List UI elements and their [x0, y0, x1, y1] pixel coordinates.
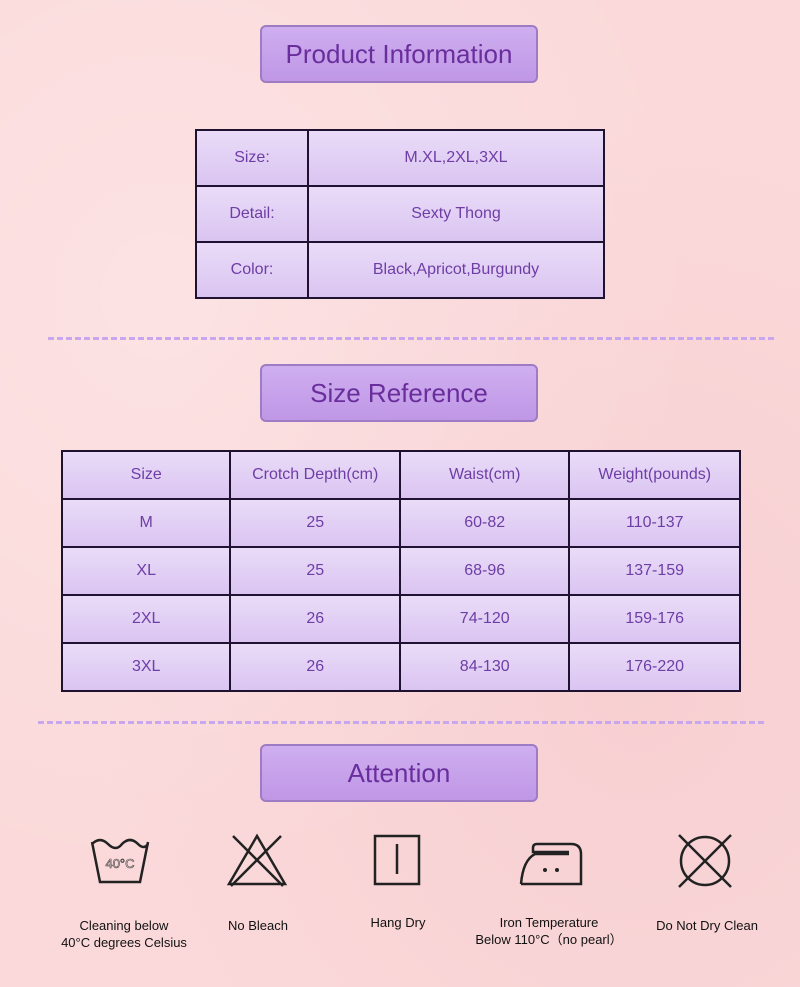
- table-row: Size: M.XL,2XL,3XL: [195, 129, 605, 187]
- iron-label: Iron Temperature Below 110°C（no pearl）: [464, 914, 634, 948]
- table-row: 3XL 26 84-130 176-220: [60, 642, 741, 692]
- column-header: Waist(cm): [398, 450, 571, 500]
- table-row: M 25 60-82 110-137: [60, 498, 741, 548]
- no-bleach-label: No Bleach: [173, 917, 343, 934]
- table-header-row: Size Crotch Depth(cm) Waist(cm) Weight(p…: [60, 450, 741, 500]
- table-row: Color: Black,Apricot,Burgundy: [195, 241, 605, 299]
- no-dry-clean-icon: [630, 830, 780, 892]
- column-header: Crotch Depth(cm): [229, 450, 401, 500]
- product-information-title: Product Information: [260, 25, 538, 83]
- table-row: Detail: Sexty Thong: [195, 185, 605, 243]
- dashed-divider: [48, 337, 774, 340]
- no-bleach-icon: [182, 830, 332, 890]
- size-reference-table: Size Crotch Depth(cm) Waist(cm) Weight(p…: [60, 450, 741, 692]
- column-header: Weight(pounds): [568, 450, 741, 500]
- column-header: Size: [60, 450, 232, 500]
- no-dry-clean-label: Do Not Dry Clean: [622, 917, 792, 934]
- detail-label: Detail:: [195, 185, 309, 243]
- table-cell: 110-137: [568, 498, 741, 548]
- table-cell: 3XL: [60, 642, 232, 692]
- attention-title: Attention: [260, 744, 538, 802]
- table-cell: 2XL: [60, 594, 232, 644]
- table-row: 2XL 26 74-120 159-176: [60, 594, 741, 644]
- iron-label-line2: Below 110°C（no pearl）: [475, 932, 623, 947]
- size-label: Size:: [195, 129, 309, 187]
- size-value: M.XL,2XL,3XL: [307, 129, 605, 187]
- table-cell: 60-82: [398, 498, 571, 548]
- table-cell: 25: [229, 498, 401, 548]
- table-row: XL 25 68-96 137-159: [60, 546, 741, 596]
- color-label: Color:: [195, 241, 309, 299]
- table-cell: 84-130: [398, 642, 571, 692]
- dashed-divider: [38, 721, 764, 724]
- wash-label-line1: Cleaning below: [79, 918, 169, 933]
- table-cell: 137-159: [568, 546, 741, 596]
- table-cell: XL: [60, 546, 232, 596]
- detail-value: Sexty Thong: [307, 185, 605, 243]
- table-cell: M: [60, 498, 232, 548]
- hang-dry-label: Hang Dry: [313, 914, 483, 931]
- no-dry-clean-label-line1: Do Not Dry Clean: [656, 918, 758, 933]
- table-cell: 26: [229, 594, 401, 644]
- table-cell: 176-220: [568, 642, 741, 692]
- wash-label: Cleaning below 40°C degrees Celsius: [39, 917, 209, 951]
- product-info-table: Size: M.XL,2XL,3XL Detail: Sexty Thong C…: [195, 129, 605, 299]
- iron-label-line1: Iron Temperature: [499, 915, 599, 930]
- iron-icon: [475, 830, 625, 890]
- hang-dry-icon: [322, 830, 472, 890]
- wash-temperature-text: 40°C: [105, 856, 134, 871]
- table-cell: 26: [229, 642, 401, 692]
- wash-label-line2: 40°C degrees Celsius: [61, 935, 187, 950]
- table-cell: 25: [229, 546, 401, 596]
- table-cell: 74-120: [398, 594, 571, 644]
- table-cell: 159-176: [568, 594, 741, 644]
- size-reference-title: Size Reference: [260, 364, 538, 422]
- table-cell: 68-96: [398, 546, 571, 596]
- wash-40-icon: 40°C: [45, 830, 195, 890]
- hang-dry-label-line1: Hang Dry: [370, 915, 426, 930]
- no-bleach-label-line1: No Bleach: [228, 918, 288, 933]
- color-value: Black,Apricot,Burgundy: [307, 241, 605, 299]
